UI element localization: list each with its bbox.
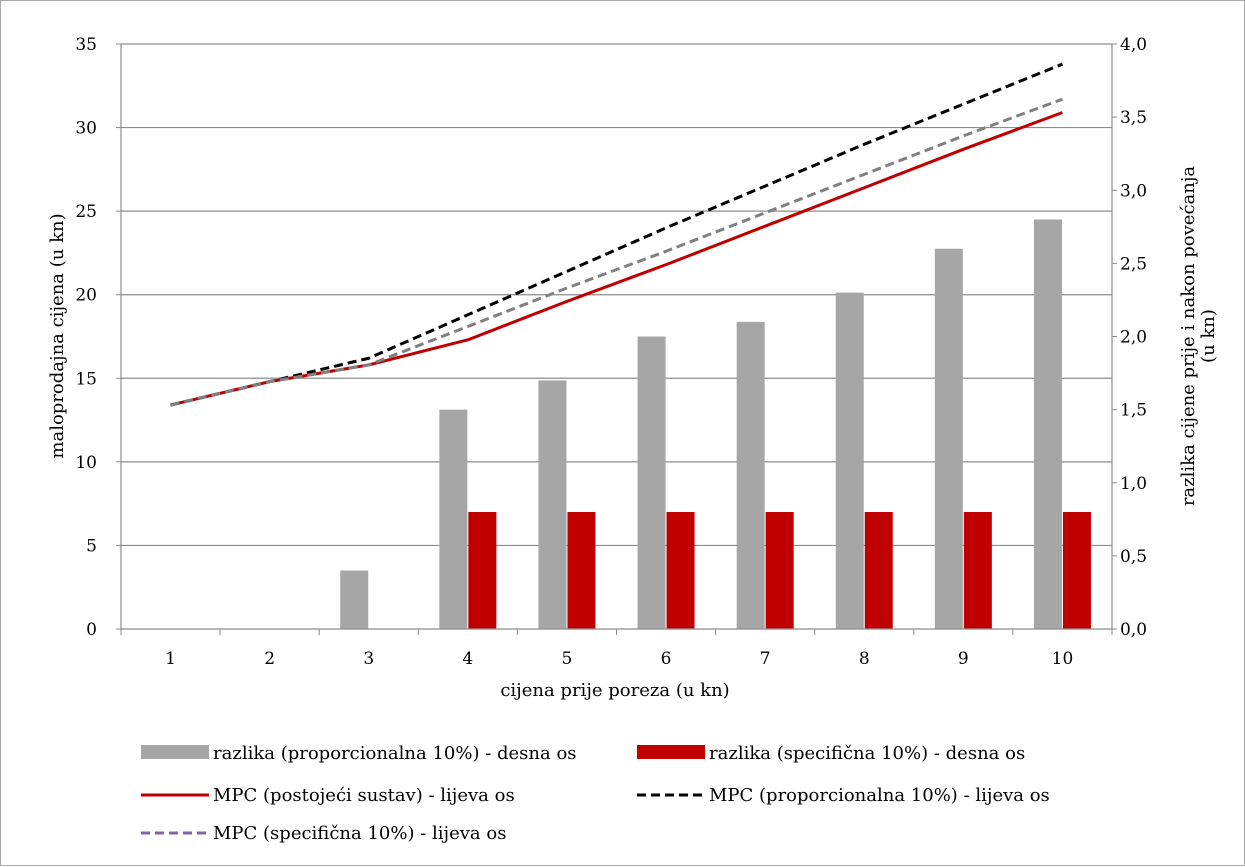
x-tick-label: 6 xyxy=(661,649,672,669)
y-left-tick-label: 25 xyxy=(75,202,97,222)
legend: razlika (proporcionalna 10%) - desna os r… xyxy=(141,743,1050,844)
bar-specificna xyxy=(963,512,992,629)
x-tick-label: 8 xyxy=(859,649,870,669)
bar-series-group xyxy=(340,219,1091,629)
bar-specificna xyxy=(666,512,695,629)
y-axis-right-title-line2: (u kn) xyxy=(1198,309,1219,363)
bar-specificna xyxy=(864,512,893,629)
line-series-1 xyxy=(170,111,1063,407)
y-right-tick-label: 2,0 xyxy=(1120,328,1147,348)
legend-item: razlika (specifična 10%) - desna os xyxy=(637,743,1025,764)
y-right-tick-label: 1,5 xyxy=(1120,401,1147,421)
bar-proporcionalna xyxy=(835,292,864,629)
bar-proporcionalna xyxy=(934,248,963,629)
y-left-tick-label: 5 xyxy=(86,536,97,556)
bar-proporcionalna xyxy=(1033,219,1062,629)
line-series-2 xyxy=(170,62,1064,407)
y-axis-right-title-line1: razlika cijene prije i nakon povećanja xyxy=(1178,166,1199,507)
legend-label: MPC (postojeći sustav) - lijeva os xyxy=(213,785,515,806)
line-series-group xyxy=(170,62,1064,407)
bar-specificna xyxy=(765,512,794,629)
x-tick-label: 5 xyxy=(562,649,573,669)
x-tick-label: 9 xyxy=(958,649,969,669)
bar-proporcionalna xyxy=(637,336,666,629)
y-right-tick-label: 3,0 xyxy=(1120,181,1147,201)
legend-item: razlika (proporcionalna 10%) - desna os xyxy=(141,743,577,764)
bar-proporcionalna xyxy=(736,321,765,629)
x-tick-label: 3 xyxy=(363,649,374,669)
legend-swatch xyxy=(141,745,209,759)
legend-label: razlika (specifična 10%) - desna os xyxy=(709,743,1025,764)
legend-label: MPC (proporcionalna 10%) - lijeva os xyxy=(709,785,1050,806)
bar-specificna xyxy=(567,512,596,629)
legend-item: MPC (proporcionalna 10%) - lijeva os xyxy=(637,785,1050,806)
bar-proporcionalna xyxy=(538,380,567,629)
line-series-3 xyxy=(170,97,1063,407)
y-right-tick-label: 3,5 xyxy=(1120,108,1147,128)
y-left-tick-label: 0 xyxy=(86,620,97,640)
x-axis-title: cijena prije poreza (u kn) xyxy=(500,680,729,701)
y-left-tick-label: 10 xyxy=(75,453,97,473)
legend-swatch xyxy=(637,745,705,759)
y-left-tick-label: 15 xyxy=(75,369,97,389)
x-tick-label: 4 xyxy=(462,649,473,669)
legend-label: MPC (specifična 10%) - lijeva os xyxy=(213,823,506,844)
bar-specificna xyxy=(1062,512,1091,629)
y-right-tick-label: 0,5 xyxy=(1120,547,1147,567)
legend-item: MPC (postojeći sustav) - lijeva os xyxy=(141,785,515,806)
y-left-tick-label: 35 xyxy=(75,35,97,55)
y-left-tick-label: 20 xyxy=(75,286,97,306)
bar-proporcionalna xyxy=(340,570,369,629)
gridlines xyxy=(121,43,1112,547)
legend-label: razlika (proporcionalna 10%) - desna os xyxy=(213,743,577,764)
x-tick-label: 2 xyxy=(264,649,275,669)
x-tick-label: 7 xyxy=(760,649,771,669)
y-left-tick-label: 30 xyxy=(75,119,97,139)
bar-specificna xyxy=(468,512,497,629)
y-right-tick-label: 1,0 xyxy=(1120,474,1147,494)
y-right-tick-label: 0,0 xyxy=(1120,620,1147,640)
x-tick-label: 10 xyxy=(1052,649,1074,669)
y-axis-left-title: maloprodajna cijena (u kn) xyxy=(47,213,68,458)
tick-labels: 051015202530350,00,51,01,52,02,53,03,54,… xyxy=(75,35,1147,669)
y-right-tick-label: 4,0 xyxy=(1120,35,1147,55)
y-right-tick-label: 2,5 xyxy=(1120,254,1147,274)
legend-item: MPC (specifična 10%) - lijeva os xyxy=(141,823,506,844)
x-tick-label: 1 xyxy=(165,649,176,669)
axes xyxy=(116,43,1117,635)
bar-proporcionalna xyxy=(439,409,468,629)
